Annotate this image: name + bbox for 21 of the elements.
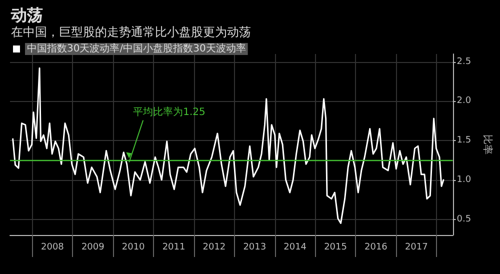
y-tick-label: 0.5 [456,214,472,224]
x-tick-label: 2010 [122,242,146,252]
y-tick-label: 2.5 [456,56,472,67]
x-tick-label: 2014 [284,242,307,252]
legend-label: 中国指数30天波动率/中国小盘股指数30天波动率 [27,42,246,54]
y-tick-label: 1.5 [456,136,472,146]
x-tick-label: 2009 [81,242,105,252]
chart-subtitle: 在中国，巨型股的走势通常比小盘股更为动荡 [11,25,251,39]
line-series [12,67,444,224]
x-tick-label: 2013 [243,242,266,252]
y-axis-title: 比率 [482,134,494,154]
x-tick-label: 2015 [324,242,347,252]
y-tick-label: 2.0 [456,96,472,106]
chart-title: 动荡 [10,6,43,24]
ref-line-label: 平均比率为1.25 [133,106,206,118]
x-tick-label: 2008 [41,242,64,252]
x-tick-label: 2012 [202,242,226,252]
y-tick-label: 1.0 [456,174,472,185]
x-tick-label: 2011 [162,242,186,252]
x-tick-label: 2016 [364,242,388,252]
x-tick-label: 2017 [404,242,428,252]
